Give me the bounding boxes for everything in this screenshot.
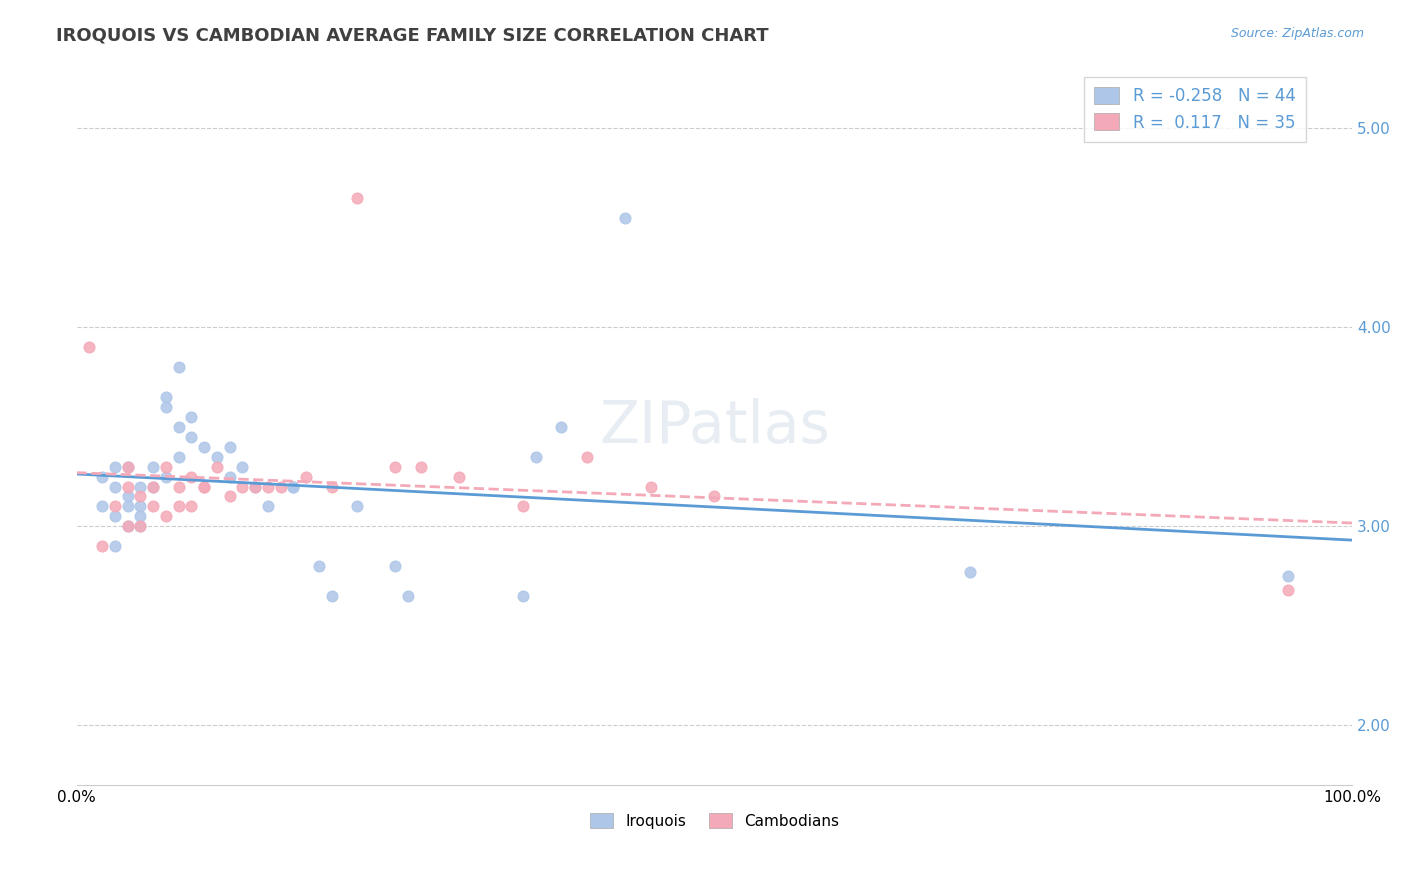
- Point: [180, 409, 202, 424]
- Point: [129, 519, 152, 533]
- Point: [257, 479, 280, 493]
- Point: [155, 390, 177, 404]
- Point: [117, 519, 139, 533]
- Point: [117, 479, 139, 493]
- Point: [104, 539, 127, 553]
- Point: [155, 459, 177, 474]
- Point: [104, 500, 127, 514]
- Point: [409, 459, 432, 474]
- Point: [270, 479, 292, 493]
- Point: [91, 500, 114, 514]
- Point: [167, 450, 190, 464]
- Point: [193, 440, 215, 454]
- Point: [117, 519, 139, 533]
- Point: [193, 479, 215, 493]
- Point: [243, 479, 266, 493]
- Legend: Iroquois, Cambodians: Iroquois, Cambodians: [583, 806, 845, 835]
- Point: [142, 479, 165, 493]
- Point: [308, 559, 330, 574]
- Point: [703, 490, 725, 504]
- Point: [117, 490, 139, 504]
- Text: IROQUOIS VS CAMBODIAN AVERAGE FAMILY SIZE CORRELATION CHART: IROQUOIS VS CAMBODIAN AVERAGE FAMILY SIZ…: [56, 27, 769, 45]
- Point: [104, 509, 127, 524]
- Point: [129, 519, 152, 533]
- Point: [575, 450, 598, 464]
- Point: [180, 500, 202, 514]
- Point: [218, 490, 240, 504]
- Point: [346, 500, 368, 514]
- Point: [142, 500, 165, 514]
- Point: [79, 340, 101, 354]
- Point: [117, 459, 139, 474]
- Point: [257, 500, 280, 514]
- Point: [142, 479, 165, 493]
- Point: [283, 479, 305, 493]
- Point: [283, 479, 305, 493]
- Point: [524, 450, 547, 464]
- Point: [346, 191, 368, 205]
- Point: [180, 469, 202, 483]
- Point: [218, 440, 240, 454]
- Point: [167, 419, 190, 434]
- Point: [129, 490, 152, 504]
- Point: [155, 400, 177, 414]
- Point: [91, 539, 114, 553]
- Point: [295, 469, 318, 483]
- Point: [167, 479, 190, 493]
- Point: [384, 559, 406, 574]
- Point: [396, 589, 419, 603]
- Point: [167, 500, 190, 514]
- Point: [142, 459, 165, 474]
- Point: [155, 509, 177, 524]
- Point: [205, 459, 228, 474]
- Point: [129, 500, 152, 514]
- Point: [1277, 569, 1299, 583]
- Point: [640, 479, 662, 493]
- Point: [231, 459, 253, 474]
- Point: [321, 589, 343, 603]
- Point: [104, 459, 127, 474]
- Point: [384, 459, 406, 474]
- Point: [231, 479, 253, 493]
- Point: [550, 419, 572, 434]
- Point: [129, 479, 152, 493]
- Point: [512, 500, 534, 514]
- Point: [193, 479, 215, 493]
- Point: [205, 450, 228, 464]
- Point: [91, 469, 114, 483]
- Point: [321, 479, 343, 493]
- Point: [959, 565, 981, 579]
- Point: [243, 479, 266, 493]
- Point: [104, 479, 127, 493]
- Text: ZIPatlas: ZIPatlas: [599, 399, 830, 455]
- Text: Source: ZipAtlas.com: Source: ZipAtlas.com: [1230, 27, 1364, 40]
- Point: [449, 469, 471, 483]
- Point: [1277, 582, 1299, 597]
- Point: [512, 589, 534, 603]
- Point: [129, 509, 152, 524]
- Point: [218, 469, 240, 483]
- Point: [117, 500, 139, 514]
- Point: [155, 469, 177, 483]
- Point: [180, 430, 202, 444]
- Point: [117, 459, 139, 474]
- Point: [167, 360, 190, 375]
- Point: [614, 211, 637, 225]
